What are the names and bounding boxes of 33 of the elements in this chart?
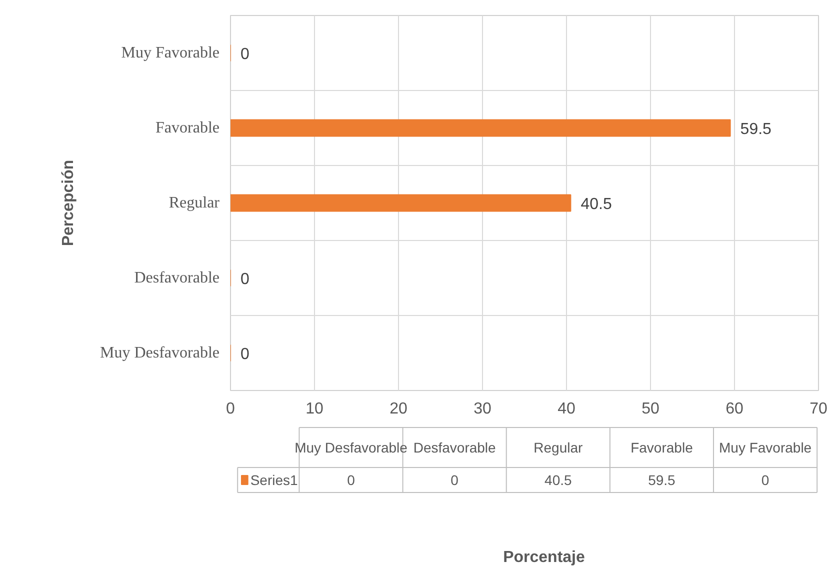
data-label: 0 — [240, 46, 250, 63]
x-tick-label: 0 — [226, 400, 236, 418]
y-tick-label: Favorable — [156, 120, 220, 136]
category-label: Favorable — [630, 440, 694, 456]
x-tick-label: 50 — [642, 400, 660, 418]
x-tick-label: 60 — [726, 400, 744, 418]
y-tick-label: Regular — [168, 194, 220, 212]
data-label: 59.5 — [648, 472, 676, 488]
data-label: 0 — [347, 472, 356, 488]
data-label: 0 — [240, 271, 250, 288]
data-label: 59.5 — [740, 121, 772, 138]
category-label: Desfavorable — [413, 440, 496, 456]
y-tick-label: Muy Favorable — [121, 44, 220, 62]
bar — [230, 119, 731, 137]
x-tick-label: 20 — [390, 400, 408, 418]
data-label: 0 — [240, 346, 250, 363]
y-tick-label: Muy Desfavorable — [100, 344, 220, 362]
data-label: 40.5 — [544, 472, 572, 488]
bar — [230, 194, 572, 212]
data-label: 0 — [761, 472, 770, 488]
y-axis-title: Percepción — [60, 160, 77, 246]
category-label: Muy Favorable — [719, 440, 812, 456]
x-tick-label: 70 — [810, 400, 828, 418]
x-tick-label: 40 — [558, 400, 576, 418]
data-label: 0 — [450, 472, 459, 488]
category-label: Regular — [534, 440, 583, 456]
y-tick-label: Desfavorable — [134, 270, 220, 286]
category-label: Muy Desfavorable — [294, 440, 408, 456]
text: Porcentaje — [503, 549, 585, 566]
x-tick-label: 30 — [474, 400, 492, 418]
data-label: 40.5 — [580, 196, 612, 213]
legend-label: Series1 — [250, 472, 298, 488]
x-tick-label: 10 — [306, 400, 324, 418]
